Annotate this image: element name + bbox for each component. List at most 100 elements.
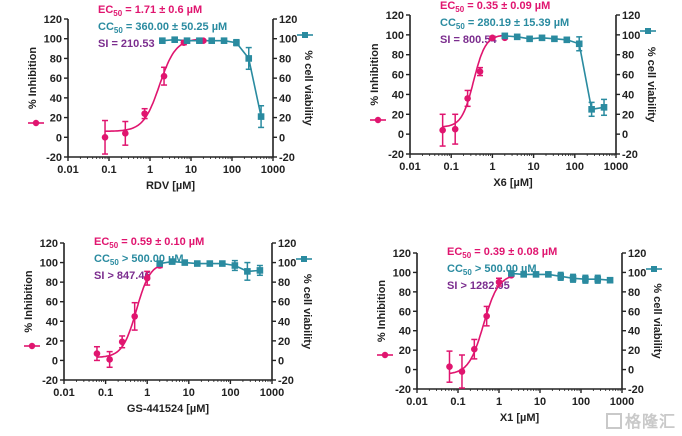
inhibition-point [483,305,490,327]
data-marker-square [557,273,565,280]
si-annotation: SI > 1282.05 [447,280,510,292]
viability-point [196,37,203,44]
x-tick-label: 0.01 [53,387,74,399]
y-tick-label-left: -20 [395,384,411,396]
chart-panel-2: -20 -20 0 0 20 20 40 40 60 60 80 80 100 100 120 120 0.01… [369,0,657,189]
x-tick-label: 100 [223,164,241,176]
viability-point [575,36,583,52]
viability-point [508,270,515,277]
data-marker-circle [93,350,101,357]
viability-point [193,260,201,267]
data-marker-circle [160,72,168,80]
viability-line [162,38,262,117]
viability-point [513,33,521,41]
y-tick-label-left: -20 [388,149,404,161]
inhibition-point [101,119,109,155]
cc50-annotation: CC50 > 500.00 µM [447,263,537,277]
y-tick-label-left: 100 [40,258,58,270]
x-tick-label: 1 [489,161,495,173]
y-tick-label-left: -20 [46,152,62,164]
viability-point [569,273,577,283]
cc50-subscript: 50 [114,26,123,35]
legend-inhibition-marker [377,351,393,359]
x-tick-label: 0.1 [450,396,465,408]
x-tick-label: 0.01 [406,396,427,408]
y-tick-label-right: 40 [278,316,290,328]
inhibition-point [118,335,126,349]
y-tick-label-left: 40 [46,316,58,328]
x-axis-label: X1 [µM] [500,412,540,424]
viability-point [520,271,527,278]
data-marker-square [538,34,546,42]
si-annotation: SI > 847.46 [94,270,151,282]
chart-panel-4: -20 -20 0 0 20 20 40 40 60 60 80 80 100 100 120 120 0.01… [376,246,663,424]
y-tick-label-right: 120 [622,10,640,22]
viability-point [233,38,240,47]
viability-point [220,37,228,44]
ec50-subscript: 50 [455,5,464,14]
x-tick-label: 1 [144,387,150,399]
y-axis-label-left: % Inhibition [23,270,35,333]
x-tick-label: 1000 [604,161,628,173]
y-tick-label-left: 80 [399,287,411,299]
data-marker-square [257,113,265,120]
data-marker-circle [495,278,503,286]
ec50-value: = 1.71 ± 0.6 µM [122,4,202,16]
ec50-annotation: EC50 = 0.35 ± 0.09 µM [440,0,550,14]
y-axis-label-right: % cell viability [645,47,657,123]
y-tick-label-right: 100 [279,34,297,46]
y-tick-label-right: 60 [622,70,634,82]
y-tick-label-left: 120 [393,248,411,260]
x-tick-label: 0.01 [399,161,420,173]
data-marker-circle [483,312,490,320]
data-marker-square [219,260,226,267]
data-marker-circle [101,133,109,141]
cc50-annotation: CC50 = 360.00 ± 50.25 µM [98,21,227,35]
y-tick-label-right: 100 [622,30,640,42]
x-tick-label: 100 [572,396,590,408]
data-marker-square [245,55,253,62]
y-tick-label-right: 0 [279,132,285,144]
inhibition-point [131,301,138,331]
x-tick-label: 0.1 [98,387,113,399]
y-axis-label-left: % Inhibition [369,43,381,106]
ec50-subscript: 50 [113,9,122,18]
y-tick-label-right: 0 [628,365,634,377]
ec50-value: = 0.35 ± 0.09 µM [464,0,550,12]
viability-point [545,271,552,278]
data-marker-circle [489,34,496,42]
viability-point [244,261,251,281]
inhibition-point [464,89,471,108]
data-marker-circle [106,356,113,363]
data-marker-circle [451,125,459,133]
data-marker-circle [141,110,148,117]
ec50-subscript: 50 [462,251,471,260]
inhibition-point [458,354,466,389]
y-tick-label-left: 20 [50,113,62,125]
y-tick-label-right: 40 [279,93,291,105]
inhibition-point [495,277,503,287]
inhibition-point [93,345,101,362]
y-tick-label-right: 80 [278,277,290,289]
y-tick-label-left: 0 [56,132,62,144]
data-marker-square [569,274,577,282]
x-tick-label: 10 [534,396,546,408]
y-tick-label-left: 0 [398,129,404,141]
y-tick-label-left: 120 [386,10,404,22]
viability-point [171,36,178,43]
viability-point [582,274,589,284]
data-marker-square [501,32,509,40]
y-tick-label-right: 40 [628,326,640,338]
y-tick-label-left: 20 [399,345,411,357]
y-tick-label-right: 80 [622,50,634,62]
data-marker-square [575,40,583,48]
x-tick-label: 1 [147,164,153,176]
data-marker-circle [464,95,471,102]
inhibition-point [106,350,113,369]
y-tick-label-right: 100 [278,258,296,270]
viability-point [219,260,226,267]
viability-point [208,37,216,44]
viability-point [156,260,164,267]
ec50-value: = 0.59 ± 0.10 µM [118,236,204,248]
x-tick-label: 100 [221,387,239,399]
